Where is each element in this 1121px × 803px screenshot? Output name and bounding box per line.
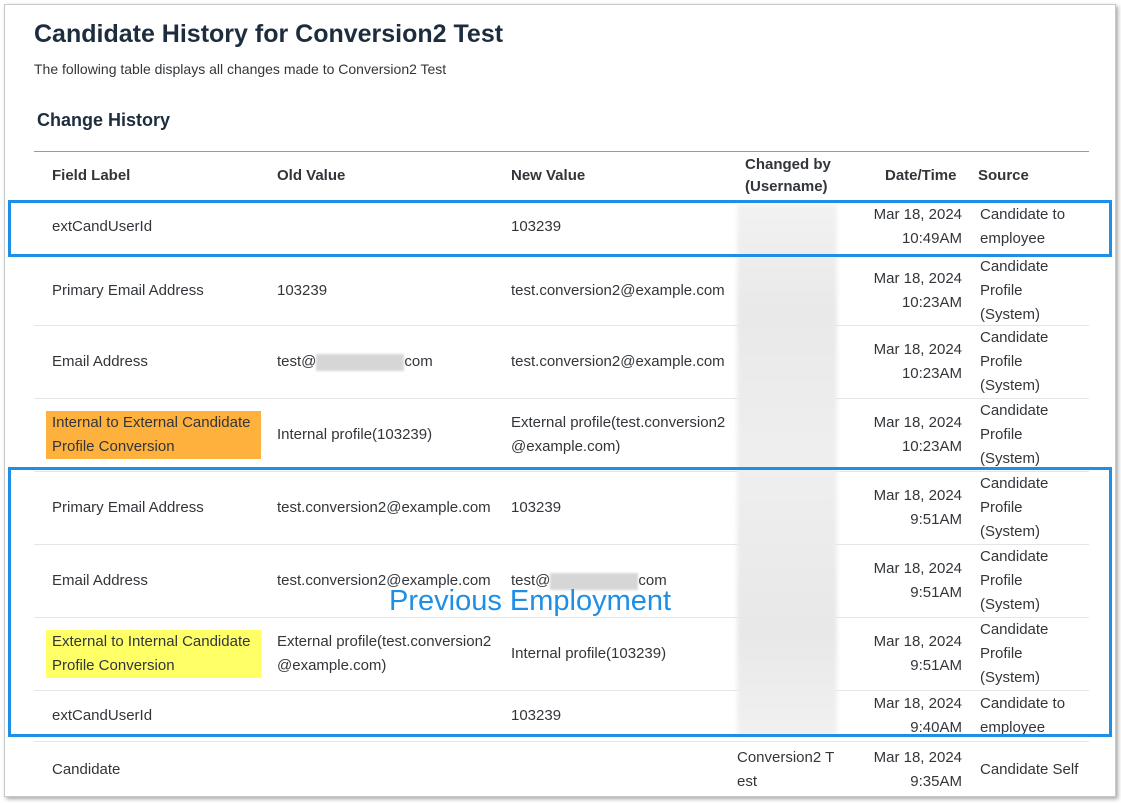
- page-title: Candidate History for Conversion2 Test: [34, 20, 504, 48]
- old-value-cell: Internal profile(103239): [277, 426, 433, 443]
- source-cell: Candidate Profile (System): [980, 475, 1049, 540]
- field-label-cell: External to Internal Candidate Profile C…: [46, 618, 267, 690]
- date-time-cell: Mar 18, 2024 9:35AM: [873, 749, 962, 790]
- source-cell: Candidate Profile (System): [980, 402, 1049, 467]
- table-row: Email Address test.conversion2@example.c…: [34, 544, 1089, 617]
- date-time-cell: Mar 18, 2024 9:51AM: [873, 633, 962, 674]
- new-value-cell: 103239: [511, 707, 562, 724]
- highlighted-field-label: External to Internal Candidate Profile C…: [46, 630, 261, 678]
- header-source: Source: [978, 167, 1029, 184]
- table-row: extCandUserId 103239 Mar 18, 2024 9:40AM …: [34, 690, 1089, 741]
- header-changed-by: Changed by (Username): [745, 154, 831, 198]
- source-cell: Candidate to employee: [980, 206, 1066, 247]
- date-time-cell: Mar 18, 2024 9:51AM: [873, 487, 962, 528]
- page-subtitle: The following table displays all changes…: [34, 61, 447, 77]
- section-title: Change History: [37, 110, 171, 130]
- header-changed-by-line2: (Username): [745, 178, 828, 195]
- header-changed-by-line1: Changed by: [745, 156, 831, 173]
- header-date-time: Date/Time: [885, 167, 957, 184]
- date-time-cell: Mar 18, 2024 9:51AM: [873, 560, 962, 601]
- date-time-cell: Mar 18, 2024 10:23AM: [873, 270, 962, 311]
- new-value-cell: test@ com: [511, 572, 667, 590]
- old-value-cell: [277, 742, 492, 798]
- source-cell: Candidate Profile (System): [980, 548, 1049, 613]
- field-label-cell: Candidate: [52, 761, 121, 778]
- table-row: External to Internal Candidate Profile C…: [34, 617, 1089, 690]
- redacted-username-column: [737, 204, 837, 736]
- old-value-cell: test.conversion2@example.com: [277, 572, 491, 589]
- old-value-cell: 103239: [277, 282, 328, 299]
- highlighted-field-label: Internal to External Candidate Profile C…: [46, 411, 261, 459]
- field-label-cell: extCandUserId: [52, 218, 153, 235]
- new-value-cell: test.conversion2@example.com: [511, 353, 725, 370]
- field-label-cell: Primary Email Address: [52, 282, 204, 299]
- new-value-cell: 103239: [511, 499, 562, 516]
- changed-by-cell: Conversion2 Test: [737, 749, 835, 790]
- redacted-domain: [550, 572, 639, 590]
- date-time-cell: Mar 18, 2024 10:23AM: [873, 341, 962, 382]
- table-row: Internal to External Candidate Profile C…: [34, 398, 1089, 471]
- source-cell: Candidate Profile (System): [980, 329, 1049, 394]
- new-value-cell: 103239: [511, 218, 562, 235]
- table-row: extCandUserId 103239 Mar 18, 2024 10:49AM…: [34, 198, 1089, 256]
- old-value-cell: [277, 198, 492, 256]
- new-value-cell: test.conversion2@example.com: [511, 282, 725, 299]
- source-cell: Candidate Profile (System): [980, 621, 1049, 686]
- source-cell: Candidate Self: [980, 761, 1079, 778]
- source-cell: Candidate to employee: [980, 695, 1066, 736]
- header-field-label: Field Label: [52, 167, 131, 184]
- old-value-cell: test.conversion2@example.com: [277, 499, 491, 516]
- redacted-domain: [316, 353, 405, 371]
- table-row: Email Address test@ com test.conversion2@…: [34, 325, 1089, 398]
- table-row: Primary Email Address 103239 test.conver…: [34, 256, 1089, 325]
- new-value-cell: Internal profile(103239): [511, 645, 667, 662]
- old-value-cell: test@ com: [277, 353, 433, 371]
- new-value-cell: External profile(test.conversion2@exampl…: [511, 414, 726, 455]
- date-time-cell: Mar 18, 2024 10:23AM: [873, 414, 962, 455]
- table-header: Field Label Old Value New Value Changed …: [34, 151, 1089, 199]
- field-label-cell: Email Address: [52, 353, 148, 370]
- date-time-cell: Mar 18, 2024 9:40AM: [873, 695, 962, 736]
- header-new-value: New Value: [511, 167, 586, 184]
- old-value-cell: [277, 691, 492, 741]
- table-row: Primary Email Address test.conversion2@e…: [34, 471, 1089, 544]
- field-label-cell: Primary Email Address: [52, 499, 204, 516]
- table-row: Candidate Conversion2 Test Mar 18, 2024 9…: [34, 741, 1089, 798]
- date-time-cell: Mar 18, 2024 10:49AM: [873, 206, 962, 247]
- new-value-cell: [511, 742, 726, 798]
- field-label-cell: Internal to External Candidate Profile C…: [46, 399, 267, 471]
- old-value-cell: External profile(test.conversion2@exampl…: [277, 633, 492, 674]
- header-old-value: Old Value: [277, 167, 346, 184]
- history-table-body: extCandUserId 103239 Mar 18, 2024 10:49AM…: [34, 198, 1089, 798]
- previous-employment-label: Previous Employment: [389, 585, 672, 617]
- field-label-cell: Email Address: [52, 572, 148, 589]
- field-label-cell: extCandUserId: [52, 707, 153, 724]
- source-cell: Candidate Profile (System): [980, 258, 1049, 323]
